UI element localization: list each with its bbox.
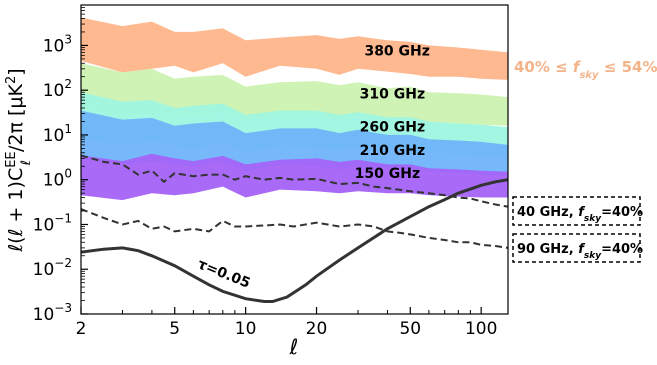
svg-text:90 GHz, fsky=40%: 90 GHz, fsky=40%: [517, 242, 643, 261]
y-tick-label: 100: [43, 167, 72, 191]
band-150-ghz: [81, 153, 508, 201]
y-tick-label: 10−2: [33, 256, 72, 280]
x-tick-label-10: 10: [235, 319, 257, 339]
x-tick-label-5: 5: [169, 319, 180, 339]
y-tick-label: 101: [43, 122, 72, 146]
band-label-380-ghz: 380 GHz: [364, 43, 429, 59]
band-label-260-ghz: 260 GHz: [360, 119, 425, 135]
y-tick-label: 103: [43, 32, 72, 56]
y-tick-label: 10−3: [33, 301, 72, 325]
x-tick-label-2: 2: [76, 319, 87, 339]
x-tick-label-20: 20: [306, 319, 328, 339]
x-tick-label-100: 100: [465, 319, 497, 339]
legend-box-90ghz: 90 GHz, fsky=40%: [512, 233, 643, 263]
x-axis-label: ℓ: [289, 335, 299, 359]
line-0-05: [81, 178, 508, 303]
line-90-ghz-f-sky-40: [81, 208, 508, 249]
band-label-210-ghz: 210 GHz: [360, 143, 425, 159]
legend-box-40ghz: 40 GHz, fsky=40%: [512, 196, 643, 226]
band-label-310-ghz: 310 GHz: [360, 87, 425, 103]
label-0-05: τ=0.05: [195, 256, 252, 292]
band-range-label: 40% ≤ fsky ≤ 54%: [514, 58, 657, 81]
y-tick-label: 102: [43, 77, 72, 101]
y-tick-label: 10−1: [33, 212, 72, 236]
svg-text:40 GHz, fsky=40%: 40 GHz, fsky=40%: [517, 205, 643, 224]
band-label-150-ghz: 150 GHz: [355, 166, 420, 182]
plot-frame: [80, 4, 509, 315]
y-axis-label: ℓ(ℓ + 1)CEEℓ/2π [μK2]: [4, 68, 34, 252]
band-380-ghz: [81, 17, 508, 80]
x-tick-label-50: 50: [399, 319, 421, 339]
band-210-ghz: [81, 110, 508, 177]
